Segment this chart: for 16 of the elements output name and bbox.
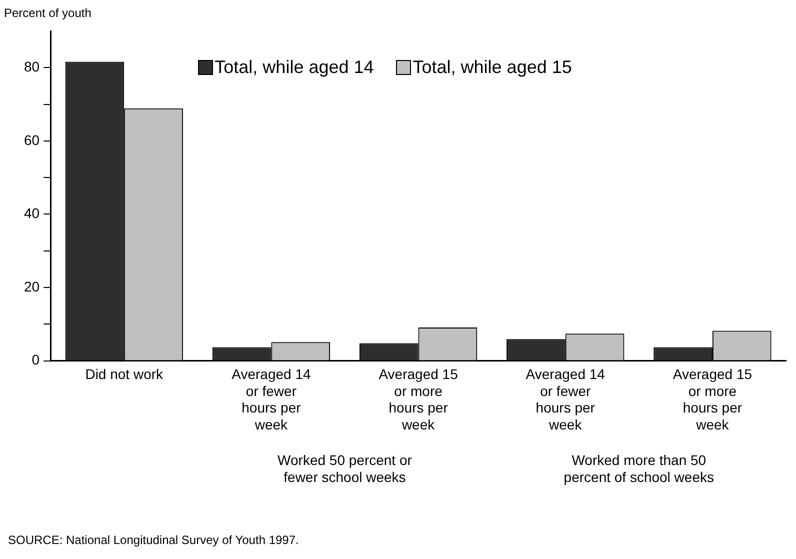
y-tick-label: 0: [32, 352, 40, 368]
text: Worked 50 percent or fewer school weeks: [276, 452, 413, 486]
y-axis-title: Percent of youth: [4, 6, 92, 20]
x-tick-label: Averaged 14 or fewer hours per week: [526, 366, 606, 432]
source-note: SOURCE: National Longitudinal Survey of Youth 1997.: [8, 533, 299, 547]
x-tick-label: Did not work: [85, 366, 164, 382]
x-tick-label: Averaged 15 or more hours per week: [672, 366, 752, 432]
y-tick-label: 80: [24, 58, 40, 75]
y-tick-label: 60: [24, 132, 40, 148]
legend-label: Total, while aged 14: [214, 57, 374, 78]
legend-label: Total, while aged 15: [412, 57, 572, 78]
text: Worked more than 50 percent of school weeks: [562, 452, 715, 486]
y-tick-label: 20: [24, 278, 40, 294]
y-tick-label: 40: [24, 205, 40, 222]
x-tick-label: Averaged 15 or more hours per week: [378, 366, 458, 432]
x-tick-label: Averaged 14 or fewer hours per week: [232, 366, 311, 432]
